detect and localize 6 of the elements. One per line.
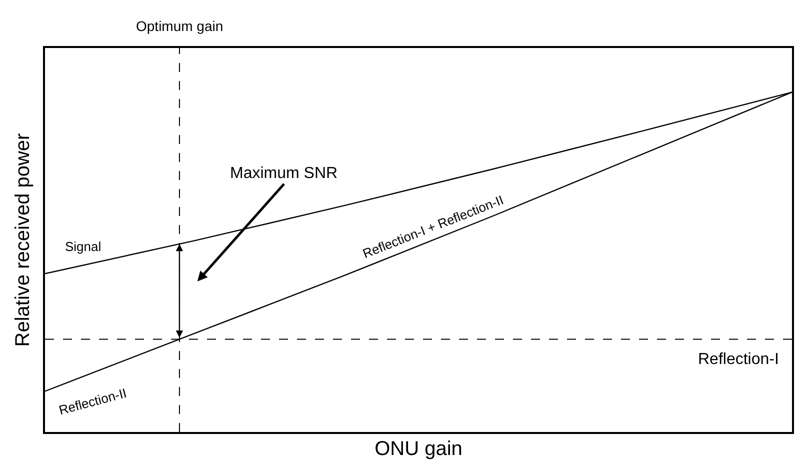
y-axis-title: Relative received power: [12, 132, 34, 347]
x-axis-title: ONU gain: [374, 438, 462, 460]
text: Optimum gain: [136, 18, 224, 34]
annotation: Maximum SNR: [230, 165, 338, 182]
ref-line-label: Reflection-I: [698, 351, 779, 368]
series-label: Signal: [65, 239, 102, 254]
